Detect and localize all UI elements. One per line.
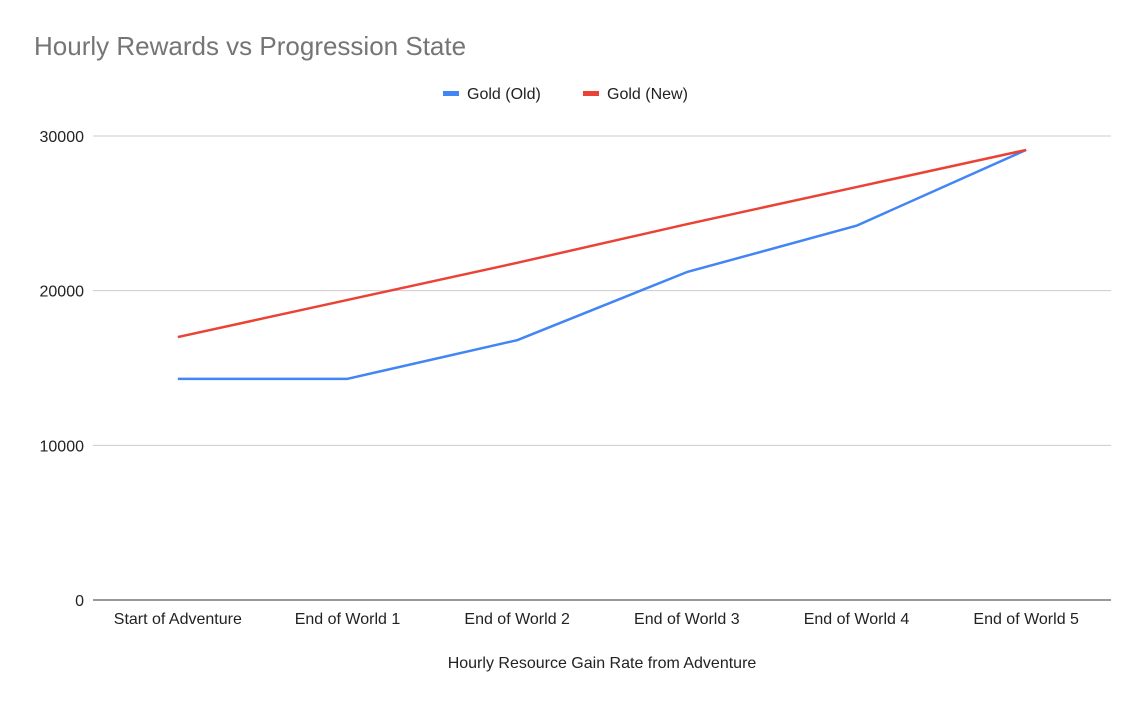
gridlines xyxy=(93,135,1111,601)
y-tick-label: 30000 xyxy=(40,129,85,146)
series-line-1 xyxy=(177,148,1027,339)
y-tick-label: 20000 xyxy=(40,284,85,301)
chart-title: Hourly Rewards vs Progression State xyxy=(34,31,466,61)
x-tick-label: End of World 3 xyxy=(634,611,740,628)
legend-label: Gold (Old) xyxy=(467,86,541,103)
x-axis-title: Hourly Resource Gain Rate from Adventure xyxy=(448,655,757,672)
series-lines xyxy=(177,148,1027,381)
x-tick-label: Start of Adventure xyxy=(114,611,242,628)
legend-label: Gold (New) xyxy=(607,86,688,103)
x-axis-ticks: Start of Adventure End of World 1 End of W… xyxy=(114,611,1079,628)
legend-swatch xyxy=(583,91,599,96)
x-tick-label: End of World 2 xyxy=(464,611,570,628)
legend-swatch xyxy=(443,91,459,96)
series-line-0 xyxy=(177,148,1027,381)
x-tick-label: End of World 1 xyxy=(295,611,401,628)
y-tick-label: 0 xyxy=(75,593,84,610)
x-tick-label: End of World 4 xyxy=(804,611,910,628)
y-tick-label: 10000 xyxy=(40,438,85,455)
legend: Gold (Old) Gold (New) xyxy=(443,86,688,103)
y-axis-ticks: 0 10000 20000 30000 xyxy=(40,129,85,610)
x-tick-label: End of World 5 xyxy=(973,611,1079,628)
